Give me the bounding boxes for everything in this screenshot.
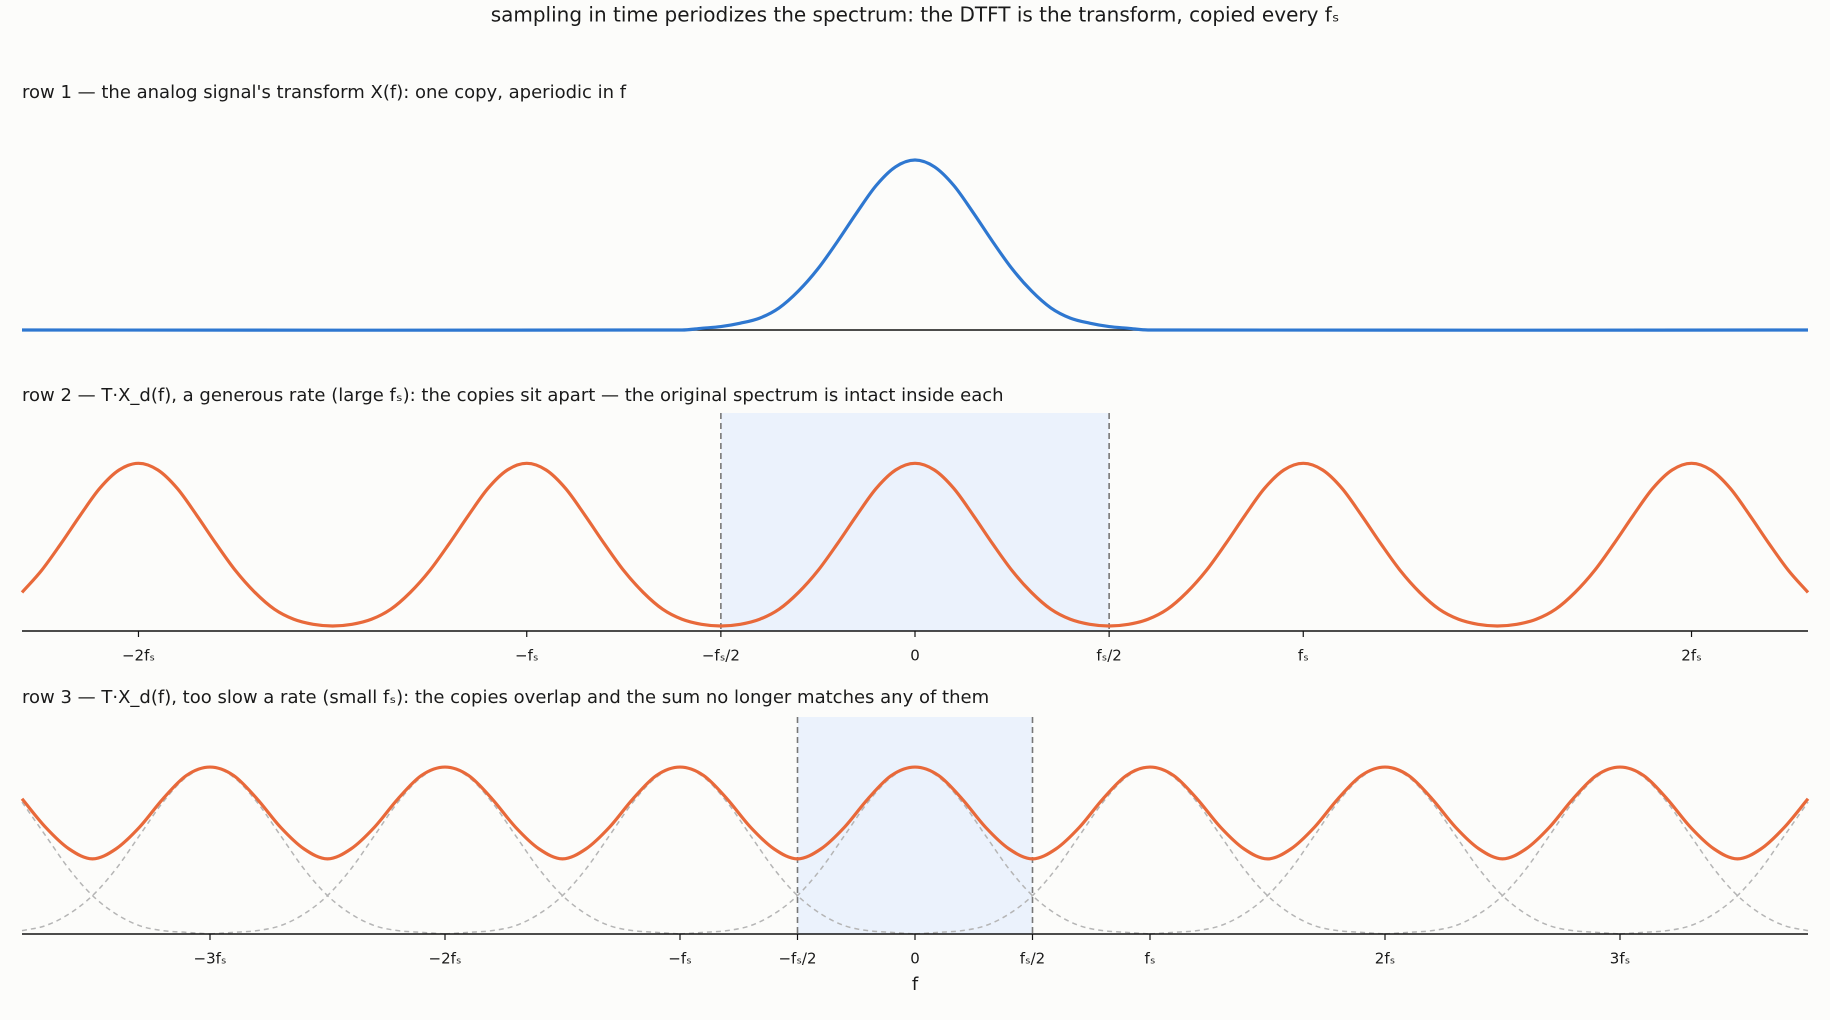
x-tick-label: 0 xyxy=(910,647,920,665)
x-tick-label: fₛ xyxy=(1298,647,1309,665)
x-tick-label: −2fₛ xyxy=(429,950,462,968)
spectrum-copy xyxy=(679,766,1151,935)
x-axis-label: f xyxy=(912,974,919,995)
x-tick-label: 2fₛ xyxy=(1375,950,1395,968)
nyquist-band xyxy=(797,717,1033,934)
spectrum-line xyxy=(20,765,1810,861)
x-tick-label: fₛ xyxy=(1145,950,1156,968)
spectrum-copy xyxy=(209,766,681,935)
x-tick-label: fₛ/2 xyxy=(1020,950,1045,968)
spectrum-copy xyxy=(444,766,916,935)
panel-title: row 3 — T·X_d(f), too slow a rate (small… xyxy=(22,687,989,708)
x-tick-label: 2fₛ xyxy=(1681,647,1701,665)
spectrum-copy xyxy=(21,801,211,935)
spectrum-copy xyxy=(1149,766,1621,935)
x-tick-label: 3fₛ xyxy=(1610,950,1630,968)
figure-title: sampling in time periodizes the spectrum… xyxy=(491,3,1340,27)
x-tick-label: −fₛ/2 xyxy=(778,950,816,968)
x-tick-label: fₛ/2 xyxy=(1096,647,1121,665)
x-tick-label: −fₛ xyxy=(515,647,538,665)
spectrum-line xyxy=(20,461,1810,628)
spectrum-copy xyxy=(914,766,1386,935)
x-tick-label: 0 xyxy=(910,950,920,968)
x-tick-label: −fₛ/2 xyxy=(702,647,740,665)
panel-title: row 2 — T·X_d(f), a generous rate (large… xyxy=(22,385,1004,406)
x-tick-label: −fₛ xyxy=(668,950,691,968)
spectrum-copy xyxy=(1619,801,1809,935)
panel-title: row 1 — the analog signal's transform X(… xyxy=(22,82,627,103)
spectrum-line xyxy=(21,158,1809,332)
x-tick-label: −2fₛ xyxy=(122,647,155,665)
nyquist-band xyxy=(720,413,1110,631)
x-tick-label: −3fₛ xyxy=(194,950,227,968)
